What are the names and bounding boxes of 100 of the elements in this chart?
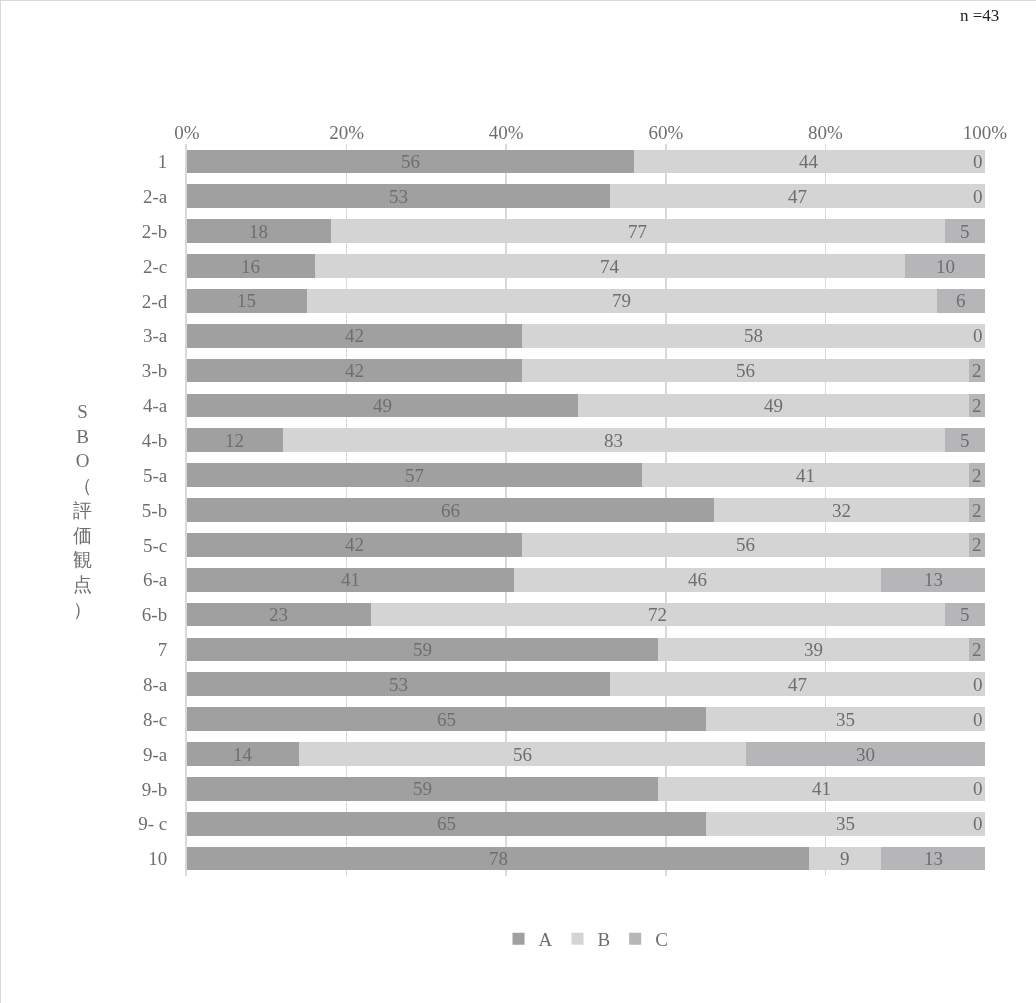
data-label: 0 <box>973 186 983 207</box>
bar <box>187 777 658 801</box>
x-tick-label: 40% <box>488 122 524 144</box>
data-label: 9 <box>840 848 850 869</box>
data-label: 41 <box>796 465 815 486</box>
y-tick-label: 2-b <box>141 220 168 242</box>
bar <box>187 323 523 348</box>
data-label: 2 <box>972 360 982 381</box>
y-tick-label: 5-c <box>142 534 168 556</box>
bar <box>187 533 523 557</box>
data-label: 2 <box>972 395 982 416</box>
x-tick-label: 100% <box>962 122 1008 144</box>
legend-label: A <box>538 929 553 951</box>
y-tick-label: 9-a <box>142 743 168 765</box>
bar <box>187 428 283 453</box>
data-label: 5 <box>960 604 970 625</box>
bar <box>187 637 658 662</box>
bar <box>187 602 371 627</box>
bar <box>187 149 634 174</box>
data-label: 49 <box>764 395 783 416</box>
bar <box>187 672 610 697</box>
x-tick-label: 0% <box>174 122 200 144</box>
bar <box>187 742 299 766</box>
data-label: 0 <box>973 813 983 834</box>
y-tick-label: 2-a <box>142 185 168 207</box>
data-label: 79 <box>612 290 631 311</box>
y-tick-label: 8-a <box>142 673 168 695</box>
data-label: 10 <box>936 256 955 277</box>
data-label: 2 <box>972 500 982 521</box>
bar <box>187 707 706 731</box>
bar <box>881 567 985 592</box>
legend-label: B <box>597 929 611 951</box>
y-tick-label: 5-a <box>142 464 168 486</box>
data-label: 5 <box>960 221 970 242</box>
text: SBO（評価観点） <box>73 401 92 620</box>
legend-label: C <box>655 929 668 951</box>
y-tick-label: 2-c <box>142 255 168 277</box>
data-label: 2 <box>972 465 982 486</box>
data-label: 35 <box>836 813 855 834</box>
data-label: 2 <box>972 639 982 660</box>
x-tick-label: 20% <box>329 122 365 144</box>
y-tick-label: 8-c <box>142 708 168 730</box>
bar <box>937 289 985 313</box>
data-label: 46 <box>688 569 707 590</box>
bar <box>187 846 810 871</box>
bar <box>187 254 315 278</box>
y-tick-label: 9-b <box>141 778 168 800</box>
data-label: 2 <box>972 534 982 555</box>
y-tick-label: 2-d <box>141 290 168 312</box>
y-tick-label: 5-b <box>141 499 168 521</box>
x-tick-label: 60% <box>648 122 684 144</box>
y-tick-label: 3-a <box>142 325 168 347</box>
y-tick-label: 6-a <box>142 569 168 591</box>
bar <box>187 393 579 418</box>
bar <box>945 219 985 243</box>
data-label: 74 <box>600 256 620 277</box>
data-label: 13 <box>924 848 943 869</box>
bar <box>187 567 515 592</box>
data-label: 41 <box>812 778 831 799</box>
bar <box>187 219 331 243</box>
data-label: 32 <box>832 500 851 521</box>
bar <box>945 428 985 453</box>
data-label: 6 <box>956 290 966 311</box>
bar <box>187 811 706 836</box>
data-label: 83 <box>604 430 623 451</box>
y-tick-label: 10 <box>148 848 168 870</box>
data-label: 56 <box>736 360 755 381</box>
data-label: 44 <box>799 151 819 172</box>
y-tick-label: 1 <box>157 151 168 173</box>
data-label: 58 <box>744 325 763 346</box>
bar <box>881 846 985 871</box>
text: n =43 <box>960 6 1000 25</box>
y-tick-label: 7 <box>157 639 168 661</box>
bar <box>905 254 985 278</box>
data-label: 35 <box>836 709 855 730</box>
data-label: 47 <box>788 186 807 207</box>
x-tick-label: 80% <box>807 122 843 144</box>
data-label: 56 <box>513 744 532 765</box>
data-label: 0 <box>973 151 983 172</box>
bar <box>187 498 714 522</box>
bar <box>187 358 523 383</box>
data-label: 39 <box>804 639 823 660</box>
data-label: 0 <box>973 709 983 730</box>
y-tick-label: 3-b <box>141 360 168 382</box>
data-label: 5 <box>960 430 970 451</box>
data-label: 13 <box>924 569 943 590</box>
bar <box>745 742 985 766</box>
data-label: 47 <box>788 674 807 695</box>
bar <box>945 602 985 627</box>
y-tick-label: 4-b <box>141 429 168 451</box>
y-tick-label: 6-b <box>141 604 168 626</box>
data-label: 0 <box>973 778 983 799</box>
bar <box>187 463 642 487</box>
data-label: 0 <box>973 674 983 695</box>
data-label: 77 <box>628 221 647 242</box>
bar <box>187 289 307 313</box>
y-tick-label: 4-a <box>142 395 168 417</box>
data-label: 30 <box>856 744 875 765</box>
data-label: 72 <box>648 604 667 625</box>
data-label: 0 <box>973 325 983 346</box>
